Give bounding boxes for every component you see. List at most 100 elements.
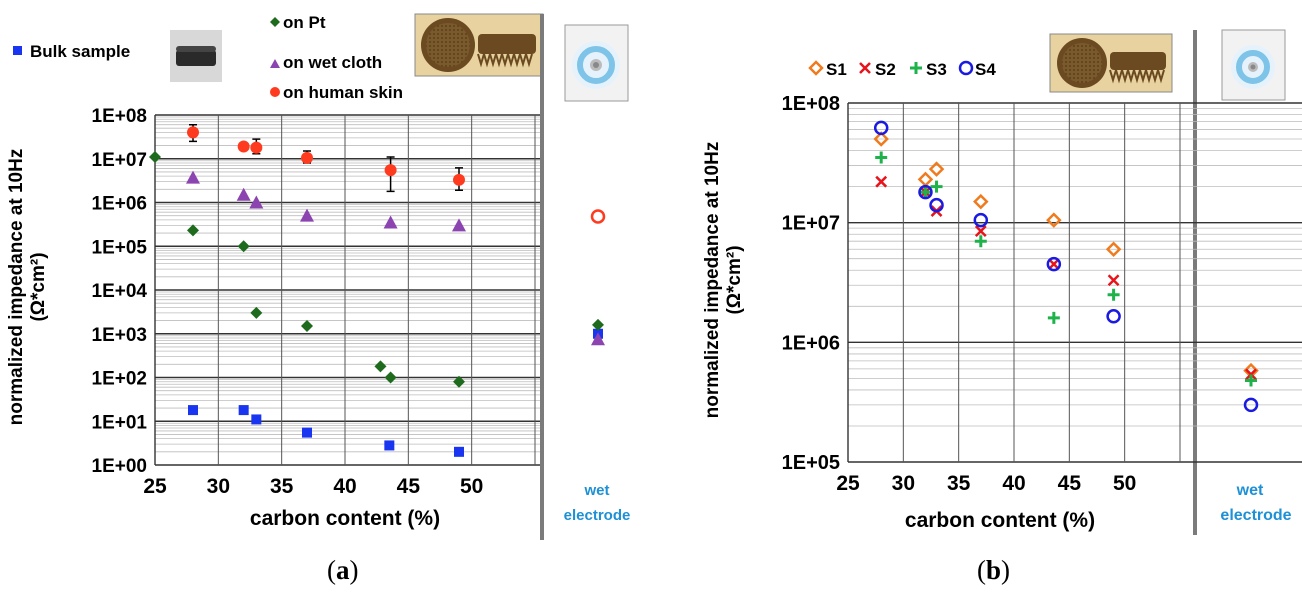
electrode-photo [1049, 33, 1173, 93]
plus-marker-icon [910, 62, 922, 74]
panel-b-x-axis-label: carbon content (%) [905, 509, 1095, 532]
data-point [384, 440, 395, 451]
electrode-photo [414, 13, 544, 77]
panel-b-wet-label: wet [1236, 482, 1264, 499]
y-tick-label: 1E+01 [92, 412, 148, 433]
data-point [187, 224, 199, 237]
open-diamond-marker-icon [808, 60, 824, 76]
data-point [919, 186, 932, 199]
circle-marker-icon [270, 87, 280, 97]
data-point [238, 405, 249, 416]
data-point [251, 414, 262, 425]
panel-a-marks [149, 123, 606, 457]
data-point [374, 360, 387, 373]
data-point [300, 208, 314, 222]
y-tick-label: 1E+04 [92, 281, 148, 302]
y-tick-label: 1E+03 [92, 325, 147, 346]
x-tick-label: 25 [836, 472, 860, 495]
diamond-marker-icon [270, 17, 280, 27]
legend-label: on human skin [283, 83, 403, 102]
data-point [454, 446, 464, 457]
panel-a-legend: Bulk sample on Pt on wet cloth on human … [13, 13, 403, 102]
data-point [917, 171, 934, 188]
wet-electrode-photo [1221, 29, 1286, 101]
wet-electrode-point [591, 332, 605, 346]
data-point [453, 375, 465, 388]
data-point [384, 164, 397, 177]
data-point [188, 405, 198, 416]
panel-b-marks [873, 120, 1259, 413]
panel-b-chart: 1E+05 1E+06 1E+07 1E+08 25 30 35 40 45 50 carbon … [702, 29, 1302, 532]
data-point [1046, 256, 1062, 272]
panel-a-grid [154, 114, 540, 466]
y-tick-label: 1E+06 [782, 332, 840, 354]
data-point [875, 151, 888, 164]
square-marker-icon [13, 46, 22, 55]
triangle-marker-icon [270, 59, 280, 68]
data-point [237, 240, 250, 253]
legend-item-on-pt: on Pt [270, 13, 326, 32]
data-point [452, 218, 466, 232]
data-point [973, 212, 989, 228]
x-tick-label: 45 [397, 475, 421, 498]
data-point [918, 184, 933, 200]
y-tick-label: 1E+02 [92, 369, 147, 390]
panel-b-tick-labels: 1E+05 1E+06 1E+07 1E+08 25 30 35 40 45 50 [782, 93, 1137, 495]
data-point [250, 306, 263, 319]
y-tick-label: 1E+06 [92, 194, 147, 215]
legend-label: on Pt [283, 13, 326, 32]
x-tick-label: 30 [892, 472, 915, 495]
x-tick-label: 40 [333, 475, 356, 498]
x-tick-label: 25 [143, 475, 167, 498]
x-tick-label: 40 [1002, 472, 1025, 495]
data-point [302, 427, 312, 438]
legend-label: S3 [926, 60, 947, 79]
data-point [1047, 311, 1060, 324]
wet-electrode-point [1243, 397, 1259, 413]
data-point [929, 197, 944, 213]
data-point [383, 215, 398, 229]
data-point [973, 193, 989, 210]
legend-item-s4: S4 [958, 60, 996, 79]
legend-label: S1 [826, 60, 847, 79]
panel-a-x-axis-label: carbon content (%) [250, 507, 440, 530]
y-tick-label: 1E+05 [92, 237, 148, 258]
x-tick-label: 35 [270, 475, 294, 498]
panel-a-wet-label: wet [583, 482, 609, 499]
legend-label: S2 [875, 60, 896, 79]
y-tick-label: 1E+08 [92, 106, 147, 127]
data-point [250, 141, 263, 154]
legend-item-on-wet-cloth: on wet cloth [270, 53, 382, 72]
panel-b-y-axis-units: (Ω*cm²) [724, 245, 745, 314]
data-point [930, 180, 943, 193]
data-point [149, 150, 161, 163]
panel-a-y-axis-units: (Ω*cm²) [28, 252, 49, 321]
y-tick-label: 1E+00 [92, 456, 147, 477]
x-marker-icon [859, 62, 871, 74]
y-tick-label: 1E+07 [782, 213, 840, 235]
data-point [453, 173, 465, 186]
wet-electrode-point [590, 209, 606, 224]
bulk-sample-photo [170, 30, 222, 82]
data-point [236, 187, 251, 201]
data-point [1046, 212, 1062, 228]
y-tick-label: 1E+05 [782, 452, 840, 474]
legend-item-bulk-sample: Bulk sample [13, 42, 130, 61]
data-point [186, 170, 200, 184]
x-tick-label: 35 [947, 472, 971, 495]
x-tick-label: 50 [460, 475, 483, 498]
data-point [875, 175, 888, 188]
legend-item-s1: S1 [808, 60, 847, 79]
data-point [974, 235, 987, 248]
panel-a-tick-labels: 1E+00 1E+01 1E+02 1E+03 1E+04 1E+05 1E+06 1E+07… [92, 106, 484, 498]
data-point [1107, 288, 1120, 301]
data-point [237, 140, 250, 153]
legend-item-on-human-skin: on human skin [270, 83, 403, 102]
legend-label: Bulk sample [30, 42, 130, 61]
data-point [384, 371, 397, 384]
x-tick-label: 45 [1058, 472, 1082, 495]
y-tick-label: 1E+08 [782, 93, 840, 115]
data-point [1107, 274, 1120, 287]
data-point [301, 320, 313, 333]
